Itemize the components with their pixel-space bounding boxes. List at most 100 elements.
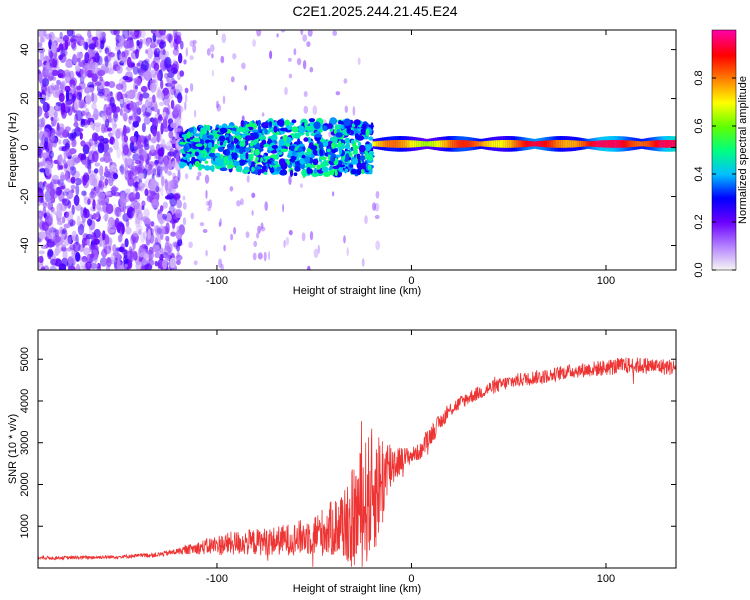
heat-cell — [45, 236, 50, 241]
heat-cell — [126, 128, 130, 133]
colorbar-step — [712, 138, 736, 141]
heat-cell — [82, 144, 90, 155]
colorbar-step — [712, 256, 736, 259]
heat-cell — [326, 149, 331, 152]
heat-cell — [112, 172, 119, 180]
heat-cell — [87, 118, 91, 126]
heat-cell — [256, 232, 260, 239]
heat-cell — [331, 142, 336, 149]
heat-cell — [93, 254, 98, 264]
heat-cell — [101, 141, 109, 153]
heat-cell — [539, 140, 542, 147]
heat-cell — [40, 266, 46, 270]
heat-cell — [57, 179, 64, 186]
colorbar-step — [712, 188, 736, 191]
heat-cell — [86, 237, 91, 247]
heat-cell — [332, 165, 340, 170]
heat-cell — [220, 263, 224, 270]
heat-cell — [68, 265, 76, 270]
heat-cell — [167, 181, 174, 191]
heat-cell — [353, 119, 361, 126]
heat-cell — [89, 225, 93, 236]
heat-cell — [110, 30, 118, 36]
heat-cell — [668, 140, 671, 148]
heat-cell — [567, 140, 571, 148]
heat-cell — [134, 92, 140, 101]
heat-cell — [495, 140, 499, 148]
colorbar-step — [712, 44, 736, 47]
colorbar-step — [712, 100, 736, 103]
heat-cell — [63, 223, 71, 229]
heat-cell — [50, 132, 55, 142]
heat-cell — [499, 140, 502, 148]
heat-cell — [77, 99, 85, 109]
heat-cell — [131, 136, 137, 142]
colorbar-step — [712, 258, 736, 261]
colorbar-step — [712, 64, 736, 67]
heat-cell — [329, 117, 338, 125]
heat-cell — [81, 190, 87, 196]
heat-cell — [137, 172, 145, 180]
heat-cell — [167, 170, 173, 176]
heat-cell — [221, 33, 227, 44]
heat-cell — [509, 140, 512, 148]
colorbar-step — [712, 76, 736, 79]
heat-cell — [77, 128, 84, 132]
heat-cell — [58, 139, 62, 145]
colorbar-step — [712, 114, 736, 117]
heat-cell — [106, 257, 112, 268]
heat-cell — [108, 81, 116, 88]
heat-cell — [106, 127, 113, 132]
heat-cell — [130, 210, 139, 219]
heat-cell — [376, 141, 379, 147]
heat-cell — [229, 186, 234, 192]
heat-cell — [140, 265, 147, 270]
colorbar-step — [712, 192, 736, 195]
heat-cell — [171, 160, 177, 168]
heat-cell — [58, 126, 65, 139]
heat-cell — [88, 151, 93, 161]
heat-cell — [374, 141, 377, 147]
heat-cell — [520, 140, 523, 148]
colorbar-tick-label: 0.2 — [693, 214, 705, 229]
heat-cell — [63, 163, 69, 169]
heat-cell — [393, 140, 396, 148]
heat-cell — [105, 203, 114, 215]
heat-cell — [95, 38, 101, 50]
heat-cell — [156, 235, 161, 247]
heat-cell — [548, 140, 552, 148]
colorbar-step — [712, 146, 736, 149]
heat-cell — [175, 84, 183, 95]
heat-cell — [299, 183, 303, 188]
heat-cell — [389, 140, 392, 148]
colorbar-step — [712, 224, 736, 227]
heat-cell — [254, 168, 258, 176]
heat-cell — [199, 152, 205, 158]
heat-cell — [418, 140, 421, 147]
heat-cell — [335, 132, 343, 138]
heat-cell — [42, 101, 49, 113]
heat-cell — [370, 122, 374, 130]
heat-cell — [335, 91, 341, 96]
heat-cell — [118, 246, 125, 253]
heat-cell — [85, 261, 92, 270]
heat-cell — [372, 202, 377, 211]
heat-cell — [213, 143, 219, 149]
heat-cell — [263, 144, 269, 148]
colorbar-step — [712, 124, 736, 127]
heat-cell — [304, 156, 311, 164]
heat-cell — [167, 118, 173, 125]
heat-cell — [350, 168, 357, 175]
heat-cell — [183, 145, 189, 152]
heat-cell — [226, 143, 235, 149]
heat-cell — [156, 91, 165, 100]
heatmap-cells — [38, 30, 676, 270]
heat-cell — [109, 96, 115, 108]
colorbar-step — [712, 194, 736, 197]
colorbar-step — [712, 58, 736, 61]
heat-cell — [136, 39, 140, 47]
heat-cell — [511, 140, 514, 148]
heat-cell — [84, 141, 92, 150]
heat-cell — [216, 161, 224, 167]
heat-cell — [53, 159, 59, 164]
